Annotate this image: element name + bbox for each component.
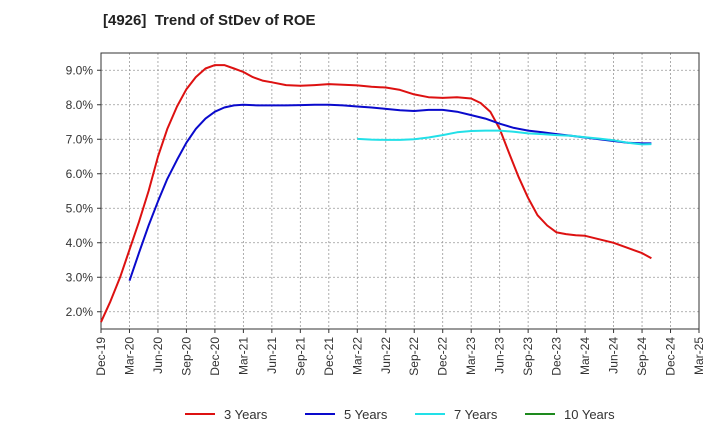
series-lines — [100, 64, 652, 323]
chart-title: [4926] Trend of StDev of ROE — [103, 12, 316, 29]
legend-label-5-years: 5 Years — [344, 407, 388, 422]
x-axis: Dec-19 Mar-20 Jun-20 Sep-20 Dec-20 Mar-21 Jun-… — [94, 329, 706, 376]
plot-frame — [100, 52, 700, 330]
x-tick-label: Sep-22 — [407, 337, 421, 376]
x-tick-label: Mar-21 — [236, 337, 250, 375]
x-tick-label: Jun-23 — [493, 337, 507, 374]
x-tick-label: Mar-20 — [122, 337, 136, 375]
x-tick-label: Mar-23 — [464, 337, 478, 375]
x-tick-label: Dec-24 — [664, 337, 678, 376]
y-tick-label: 5.0% — [66, 201, 94, 215]
x-tick-label: Jun-21 — [265, 337, 279, 374]
x-tick-label: Jun-24 — [607, 337, 621, 374]
x-tick-label: Mar-22 — [350, 337, 364, 375]
y-tick-label: 4.0% — [66, 236, 94, 250]
y-axis: 2.0% 3.0% 4.0% 5.0% 6.0% 7.0% 8.0% 9.0% — [66, 63, 101, 319]
legend-label-10-years: 10 Years — [564, 407, 615, 422]
x-tick-label: Jun-20 — [151, 337, 165, 374]
legend-label-7-years: 7 Years — [454, 407, 498, 422]
x-tick-label: Mar-25 — [692, 337, 706, 375]
x-tick-label: Sep-20 — [179, 337, 193, 376]
series-line-3-years — [100, 64, 652, 323]
y-tick-label: 6.0% — [66, 167, 94, 181]
y-tick-label: 3.0% — [66, 270, 94, 284]
series-line-5-years — [128, 103, 652, 282]
x-tick-label: Mar-24 — [578, 337, 592, 375]
x-tick-label: Sep-23 — [521, 337, 535, 376]
x-tick-label: Jun-22 — [379, 337, 393, 374]
x-tick-label: Dec-20 — [208, 337, 222, 376]
x-tick-label: Dec-23 — [550, 337, 564, 376]
series-line-7-years — [357, 129, 652, 146]
gridlines — [101, 53, 699, 329]
legend-label-3-years: 3 Years — [224, 407, 268, 422]
legend: 3 Years 5 Years 7 Years 10 Years — [185, 407, 615, 422]
x-tick-label: Dec-22 — [436, 337, 450, 376]
y-tick-label: 7.0% — [66, 132, 94, 146]
y-tick-label: 9.0% — [66, 63, 94, 77]
y-tick-label: 2.0% — [66, 305, 94, 319]
x-tick-label: Sep-21 — [293, 337, 307, 376]
x-tick-label: Dec-19 — [94, 337, 108, 376]
x-tick-label: Sep-24 — [635, 337, 649, 376]
y-tick-label: 8.0% — [66, 98, 94, 112]
x-tick-label: Dec-21 — [322, 337, 336, 376]
